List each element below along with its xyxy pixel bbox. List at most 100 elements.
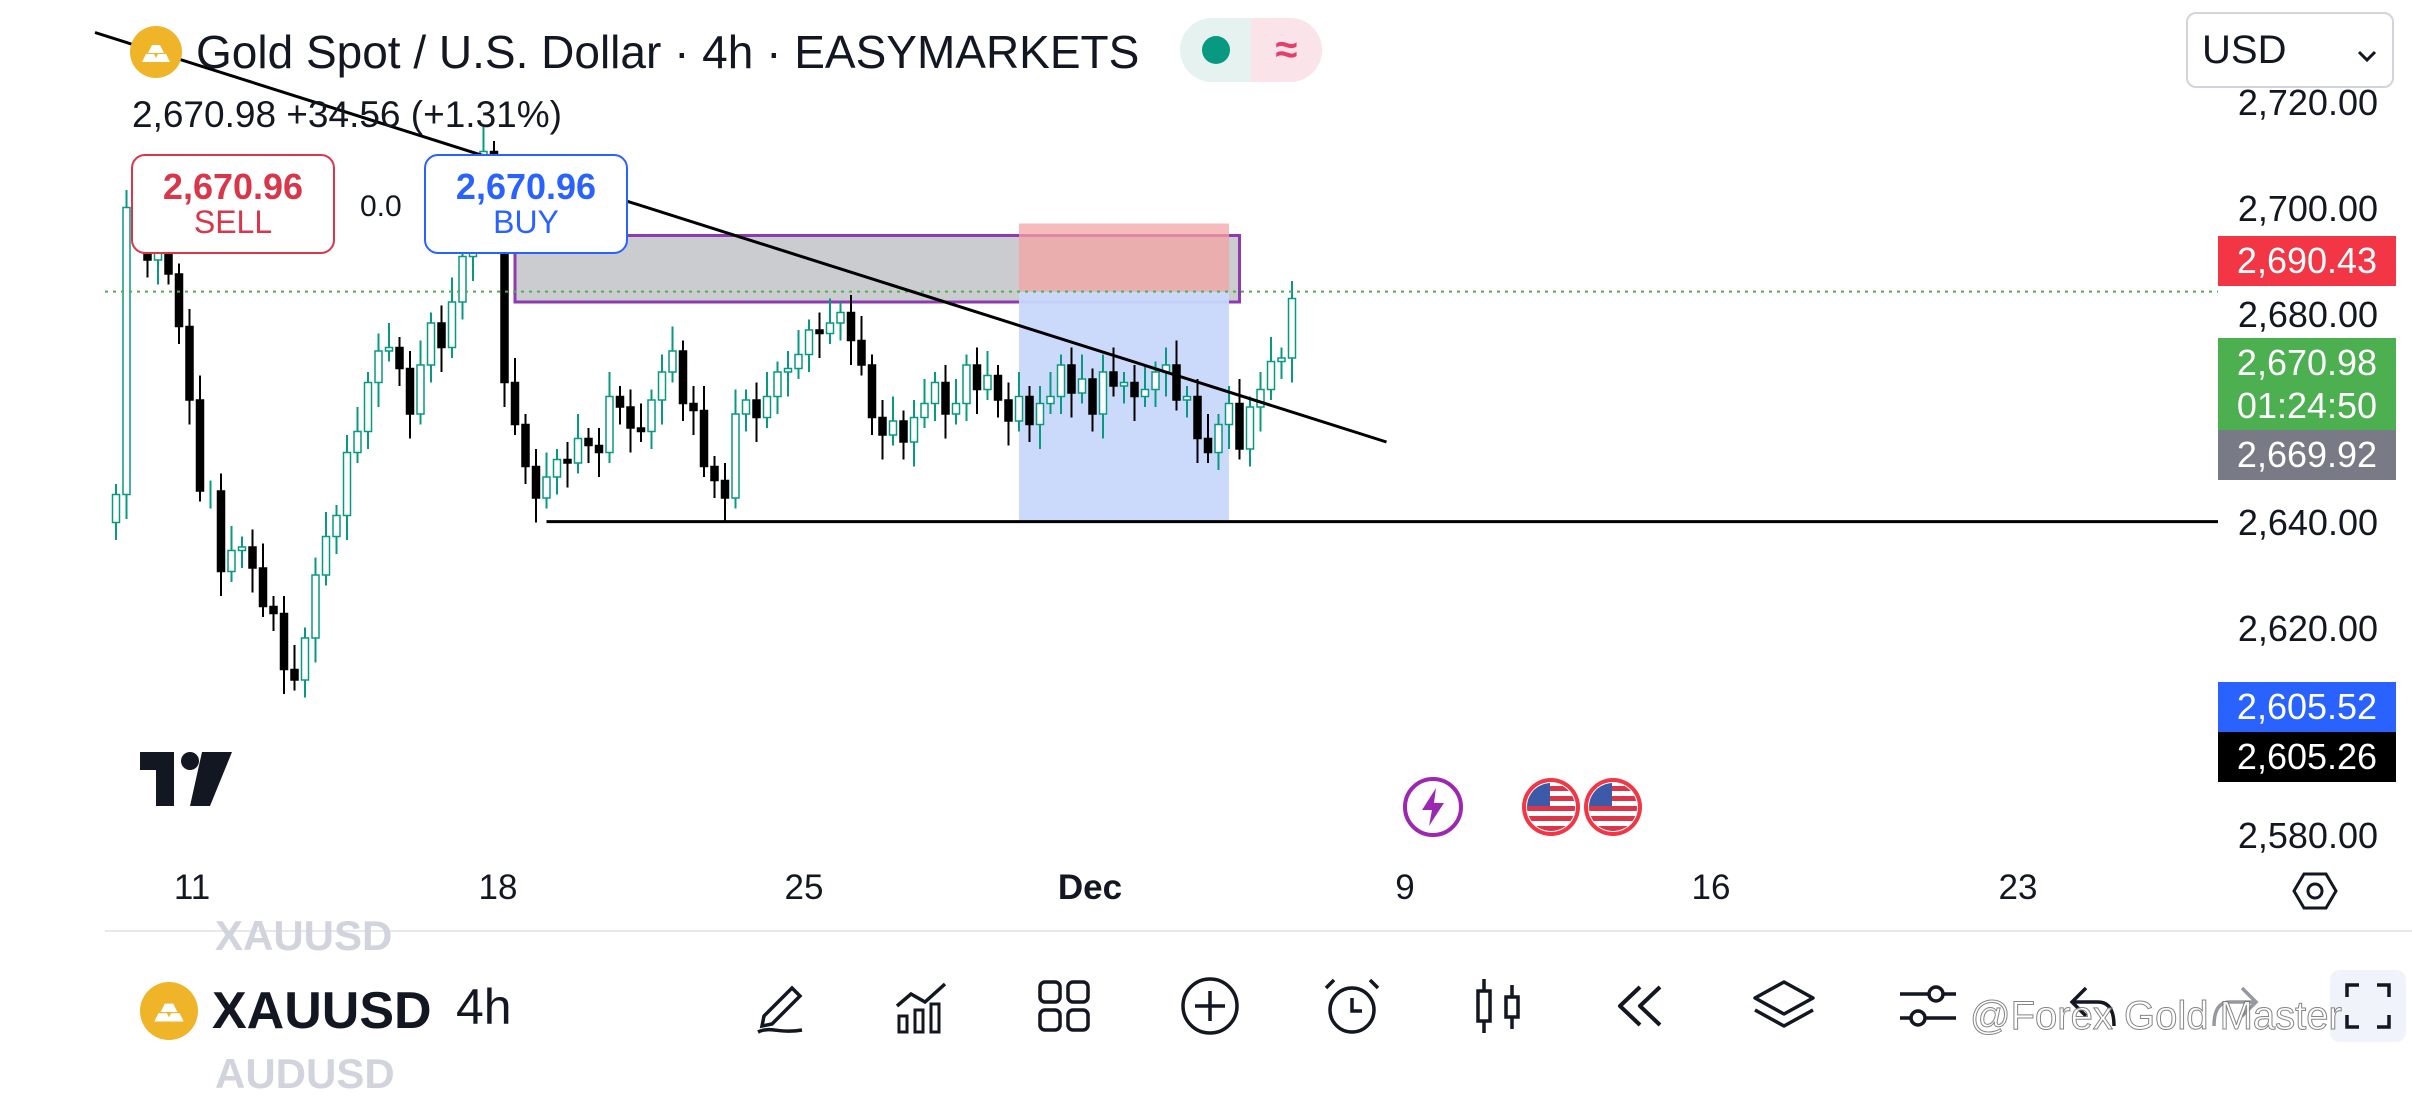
candle-body (636, 427, 646, 433)
indicators-icon[interactable] (886, 970, 958, 1042)
buy-button[interactable]: 2,670.96 BUY (424, 154, 628, 254)
candle-body (227, 549, 236, 573)
last-price-value: 2,670.98 (2236, 341, 2378, 383)
candle-body (972, 364, 982, 391)
candle-body (657, 371, 667, 401)
layers-icon[interactable] (1748, 970, 1820, 1042)
candle-body (962, 364, 971, 405)
interval-picker[interactable]: 4h (456, 979, 512, 1035)
candle-body (122, 206, 131, 496)
symbol-header[interactable]: Gold Spot / U.S. Dollar · 4h · EASYMARKE… (130, 20, 1139, 84)
candle-body (353, 430, 362, 454)
fullscreen-icon[interactable] (2330, 970, 2406, 1042)
alarm-clock-icon[interactable] (1316, 970, 1388, 1042)
lightning-event-icon[interactable] (1402, 776, 1464, 838)
candle-body (374, 350, 383, 384)
candle-body (1004, 399, 1013, 422)
candle-body (1224, 402, 1234, 426)
candle-body (185, 325, 194, 401)
candle-body (1182, 395, 1192, 401)
price-axis-label: 2,620.00 (2237, 608, 2378, 649)
candle-body (720, 479, 730, 499)
candle-body (1256, 388, 1265, 408)
candle-body (825, 322, 835, 335)
symbol-picker[interactable]: XAUUSD (140, 980, 432, 1042)
market-open-dot-icon (1201, 36, 1230, 64)
candle-body (647, 399, 656, 433)
candle-body (615, 395, 625, 408)
candle-body (258, 567, 268, 608)
tradingview-logo (140, 752, 232, 811)
candle-body (395, 346, 404, 370)
candle-body (1277, 357, 1286, 363)
market-status-pill[interactable]: ≈ (1180, 18, 1322, 82)
candle-body (899, 420, 908, 443)
take-profit-price-tag[interactable]: 2,605.52 (2218, 682, 2396, 732)
currency-select[interactable]: USD (2186, 12, 2394, 88)
candle-body (1109, 371, 1118, 387)
price-axis-label: 2,640.00 (2237, 502, 2378, 543)
candle-body (951, 402, 961, 415)
candle-body (815, 329, 824, 335)
candle-body (1098, 371, 1108, 415)
price-axis-label: 2,680.00 (2237, 294, 2378, 335)
candle-body (405, 367, 415, 415)
symbol-scroll-prev[interactable]: XAUUSD (215, 912, 393, 959)
candle-body (521, 423, 530, 468)
candle-body (762, 395, 772, 419)
candles-icon[interactable] (1462, 970, 1534, 1042)
candle-body (930, 381, 940, 405)
price-axis-label: 2,580.00 (2237, 815, 2378, 856)
candle-body (563, 458, 572, 464)
axis-settings-icon[interactable] (2292, 868, 2338, 919)
us-flag-event-icon[interactable] (1520, 776, 1582, 843)
symbol-scroll-next[interactable]: AUDUSD (215, 1050, 395, 1097)
candle-body (111, 493, 121, 524)
candle-body (857, 339, 866, 366)
candle-body (626, 406, 635, 429)
candle-body (1130, 381, 1139, 398)
replay-rewind-icon[interactable] (1604, 970, 1676, 1042)
candle-body (1214, 423, 1223, 454)
candle-body (983, 374, 992, 391)
last-price-tag[interactable]: 2,670.98 01:24:50 (2218, 338, 2396, 430)
horizontal-line-price-tag[interactable]: 2,605.26 (2218, 732, 2396, 782)
candle-body (342, 451, 352, 517)
undo-icon[interactable] (2056, 970, 2128, 1042)
candle-body (1193, 395, 1202, 440)
layout-grid-icon[interactable] (1028, 970, 1100, 1042)
add-plus-icon[interactable] (1174, 970, 1246, 1042)
currency-value: USD (2202, 27, 2287, 72)
candle-body (699, 409, 709, 468)
candle-body (542, 476, 551, 499)
candle-body (248, 546, 257, 569)
candle-body (668, 350, 677, 373)
candle-body (510, 381, 520, 426)
gold-bars-icon (140, 982, 198, 1040)
candle-body (300, 637, 310, 681)
creator-watermark: @Forex Gold Master (1970, 994, 2343, 1039)
candle-body (416, 364, 425, 415)
trend-line (94, 31, 1387, 444)
buy-label: BUY (493, 204, 559, 241)
candle-body (1266, 360, 1276, 391)
candle-body (584, 437, 593, 447)
time-axis-label: 18 (478, 868, 518, 907)
candle-body (1025, 395, 1034, 426)
candle-body (888, 420, 898, 436)
us-flag-event-icon[interactable] (1582, 776, 1644, 843)
candle-body (1067, 364, 1076, 394)
candle-body (437, 322, 446, 349)
candle-body (290, 668, 299, 681)
redo-icon[interactable] (2200, 970, 2272, 1042)
candle-body (594, 444, 604, 454)
candle-body (941, 381, 950, 415)
chevron-down-icon (2356, 28, 2378, 73)
gold-bars-icon (130, 26, 182, 78)
candle-body (731, 413, 740, 499)
drawing-pen-icon[interactable] (744, 970, 816, 1042)
stop-loss-price-tag[interactable]: 2,690.43 (2218, 236, 2396, 286)
sell-button[interactable]: 2,670.96 SELL (131, 154, 335, 254)
candle-body (920, 402, 929, 419)
settings-sliders-icon[interactable] (1892, 970, 1964, 1042)
